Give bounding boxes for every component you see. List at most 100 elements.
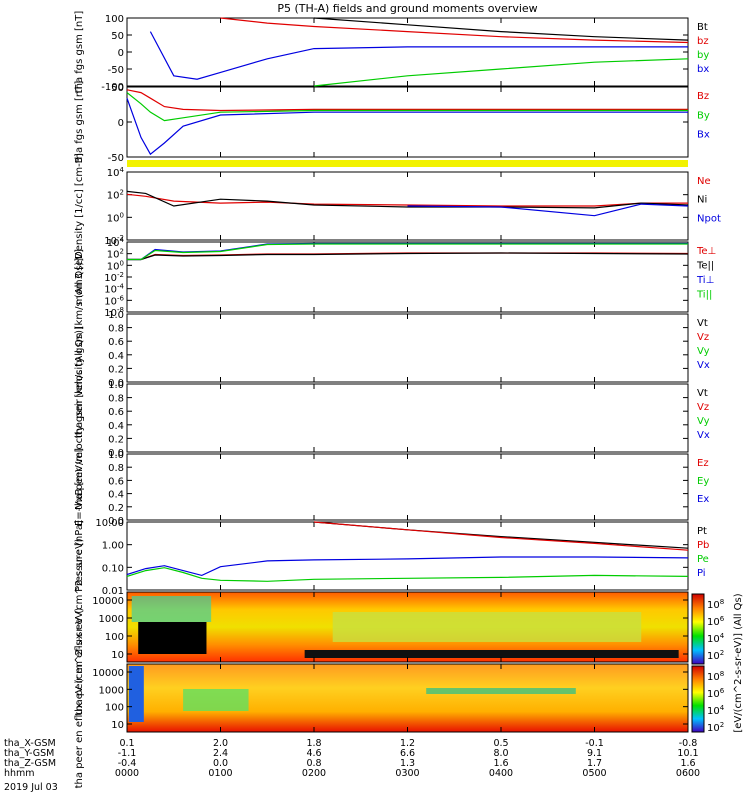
ephemeris-value: 0.8 (306, 758, 321, 769)
y-tick-label: 1.00 (102, 541, 124, 552)
y-tick-label: 10-8 (104, 306, 124, 319)
panel-frame (126, 453, 689, 521)
series-line-Ni (126, 190, 689, 209)
ephemeris-value: -0.4 (118, 758, 137, 769)
ephemeris-value: 0400 (489, 768, 513, 779)
y-tick-label: 0.2 (108, 434, 124, 445)
colorbar-tick-label: 108 (707, 670, 724, 683)
legend-entry: Vz (697, 402, 709, 413)
chart-title: P5 (TH-A) fields and ground moments over… (277, 2, 537, 15)
y-tick-label: 0.6 (108, 476, 124, 487)
y-tick-label: 100 (107, 259, 124, 272)
plot-date: 2019 Jul 03 (4, 782, 58, 793)
legend-entry: Vy (697, 346, 710, 357)
legend-entry: Bx (697, 130, 710, 141)
y-tick-label: -50 (108, 153, 124, 164)
y-tick-label: 10 (111, 650, 124, 661)
ephemeris-value: 1.2 (400, 738, 415, 749)
panel-frame (126, 383, 689, 453)
ephemeris-value: 8.0 (493, 748, 508, 759)
y-tick-label: 0.4 (108, 490, 124, 501)
ephemeris-value: 0.0 (213, 758, 228, 769)
legend-entry: by (697, 50, 709, 61)
legend-entry: Ne (697, 176, 711, 187)
ephemeris-value: 0000 (115, 768, 139, 779)
y-axis-label: mom3 [eV] (74, 249, 85, 305)
y-tick-label: 0.0 (108, 516, 124, 527)
y-axis-label: tha fgs gsm [nT] (74, 11, 85, 94)
legend-entry: Pb (697, 540, 709, 551)
series-line-Bz (126, 89, 688, 112)
y-tick-label: 0.8 (108, 324, 124, 335)
ephemeris-row-label: tha_Y-GSM (4, 748, 54, 759)
quality-flag-bar (127, 160, 688, 167)
heatmap-mid-flux-region (332, 612, 642, 642)
ephemeris-row-label: tha_X-GSM (4, 738, 56, 749)
ephemeris-value: 0300 (395, 768, 419, 779)
y-tick-label: 102 (107, 248, 124, 261)
heatmap-mid-flux-region (426, 688, 576, 694)
legend-entry: Ex (697, 494, 709, 505)
colorbar-tick-label: 104 (707, 632, 725, 645)
ephemeris-value: 1.6 (680, 758, 695, 769)
legend-entry: Vt (697, 388, 708, 399)
series-line-Pb (313, 521, 689, 551)
y-tick-label: -100 (101, 82, 124, 93)
y-tick-label: 100 (105, 703, 124, 714)
legend-entry: Ni (697, 195, 707, 206)
y-axis-label: tha peer en eflux eV (cm^2-s-sr-eV) (74, 608, 85, 789)
y-tick-label: 10-2 (104, 271, 124, 284)
legend-entry: Bt (697, 22, 708, 33)
ephemeris-value: 1.6 (493, 758, 508, 769)
y-tick-label: 0.6 (108, 337, 124, 348)
series-line-Te|| (127, 252, 689, 261)
ephemeris-value: 0200 (302, 768, 326, 779)
y-tick-label: 10 (111, 720, 124, 731)
colorbar-tick-label: 102 (707, 649, 724, 662)
colorbar-tick-label: 106 (707, 615, 725, 628)
series-line-bz (220, 17, 689, 44)
series-line-Bt (313, 17, 689, 41)
series-line-bx (149, 31, 688, 80)
legend-entry: Vz (697, 332, 709, 343)
ephemeris-value: 9.1 (587, 748, 602, 759)
ephemeris-value: 0.1 (119, 738, 134, 749)
y-tick-label: 0 (118, 118, 124, 129)
series-line-Npot (407, 203, 689, 217)
legend-entry: Vx (697, 430, 710, 441)
y-tick-label: 10.00 (95, 518, 124, 529)
legend-entry: Pe (697, 554, 709, 565)
y-tick-label: 10-4 (104, 283, 124, 296)
colorbar-lower (691, 665, 705, 733)
y-tick-label: 50 (111, 83, 124, 94)
y-axis-label: Density [1/cc] [cm-3] (74, 153, 85, 259)
y-tick-label: 10-6 (104, 294, 124, 307)
legend-entry: Npot (697, 213, 721, 224)
y-axis-label: tha peir en eflux eV (cm^2-s-sr-eV) (74, 538, 85, 715)
y-tick-label: 0.2 (108, 364, 124, 375)
ephemeris-value: 1.8 (306, 738, 321, 749)
y-tick-label: 102 (107, 189, 124, 202)
ephemeris-value: 1.7 (587, 758, 602, 769)
legend-entry: bx (697, 64, 709, 75)
ephemeris-value: 10.1 (677, 748, 698, 759)
legend-entry: Te⊥ (696, 246, 716, 257)
colorbar-label: [eV/(cm^2-s-sr-eV)] (All Qs) (733, 593, 744, 732)
legend-entry: Ti⊥ (696, 275, 714, 286)
y-tick-label: 1.0 (108, 450, 124, 461)
y-tick-label: 1000 (99, 685, 124, 696)
ephemeris-value: 0100 (208, 768, 232, 779)
y-tick-label: 50 (111, 31, 124, 42)
ephemeris-value: 0600 (676, 768, 700, 779)
legend-entry: Ti|| (696, 290, 712, 301)
legend-entry: Vx (697, 360, 710, 371)
legend-entry: bz (697, 36, 709, 47)
ephemeris-value: 4.6 (306, 748, 321, 759)
y-tick-label: 1.0 (108, 380, 124, 391)
ephemeris-value: 0500 (582, 768, 606, 779)
y-tick-label: 10000 (92, 596, 124, 607)
y-tick-label: 0.2 (108, 503, 124, 514)
ephemeris-row-label: hhmm (4, 768, 35, 779)
y-axis-label: tha fgs gsm [nT] (74, 81, 85, 164)
ephemeris-value: 2.0 (213, 738, 228, 749)
